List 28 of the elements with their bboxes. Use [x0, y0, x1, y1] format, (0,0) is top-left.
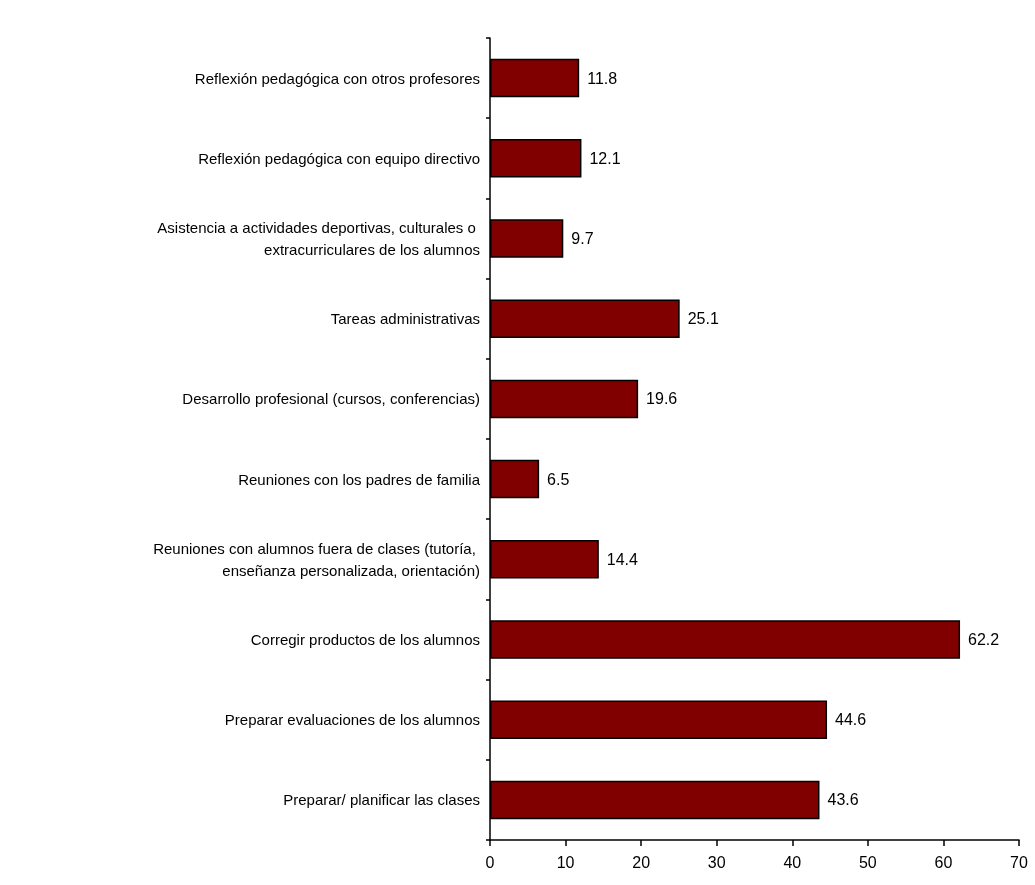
- data-label: 9.7: [571, 230, 594, 247]
- x-tick-label: 20: [632, 853, 651, 871]
- data-label: 12.1: [589, 149, 621, 167]
- y-tick-label: Reuniones con alumnos fuera de clases (tutoría, enseñanza personalizada, orientación): [153, 539, 480, 579]
- data-label: 44.6: [835, 711, 867, 729]
- data-label: 19.6: [646, 390, 678, 408]
- y-tick-label: Corregir productos de los alumnos: [250, 631, 480, 648]
- data-label: 11.8: [587, 69, 618, 87]
- y-tick-label: Asistencia a actividades deportivas, culturales o extracurriculares de los alumnos: [157, 219, 480, 258]
- data-label: 43.6: [827, 791, 859, 809]
- data-label: 25.1: [687, 310, 719, 328]
- data-label: 14.4: [606, 550, 639, 568]
- y-tick-label: Tareas administrativas: [330, 310, 480, 328]
- data-label: 62.2: [968, 631, 1000, 648]
- y-tick-label: Preparar evaluaciones de los alumnos: [224, 711, 480, 729]
- x-tick-label: 60: [934, 853, 953, 871]
- x-tick-label: 70: [1010, 853, 1028, 871]
- x-tick-label: 0: [485, 853, 495, 871]
- y-tick-label: Desarrollo profesional (cursos, conferencias): [182, 390, 480, 408]
- y-tick-label: Reflexión pedagógica con otros profesores: [194, 69, 480, 87]
- x-tick-label: 30: [707, 853, 726, 871]
- x-tick-label: 40: [783, 853, 802, 871]
- x-tick-label: 10: [556, 853, 575, 871]
- data-label: 6.5: [547, 470, 570, 488]
- y-tick-label: Reuniones con los padres de familia: [238, 470, 481, 488]
- y-tick-label: Reflexión pedagógica con equipo directivo: [198, 149, 480, 167]
- y-tick-label: Preparar/ planificar las clases: [283, 791, 480, 809]
- x-tick-label: 50: [858, 853, 877, 871]
